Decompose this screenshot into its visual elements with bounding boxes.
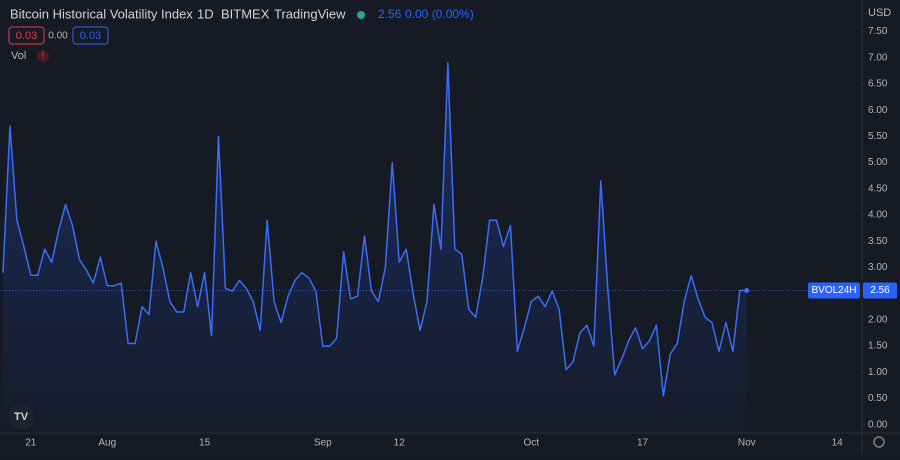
y-tick-label: 7.00 <box>868 52 888 63</box>
spread: 0.00 <box>48 31 68 42</box>
volume-label: Vol <box>11 50 26 62</box>
sell-price[interactable]: 0.03 <box>16 30 37 42</box>
symbol-tag: BVOL24H <box>811 285 856 296</box>
logo[interactable] <box>8 404 34 430</box>
y-tick-label: 7.50 <box>868 26 888 37</box>
interval: 1D <box>197 6 214 21</box>
area <box>3 62 747 431</box>
y-tick-label: 0.00 <box>868 419 888 430</box>
buy-price[interactable]: 0.03 <box>80 30 101 42</box>
x-tick-label: 17 <box>637 438 649 449</box>
last-point <box>744 288 750 294</box>
x-tick-label: Oct <box>524 438 540 449</box>
source: TradingView <box>274 6 346 21</box>
currency[interactable]: USD <box>868 7 891 19</box>
status-dot <box>357 11 365 19</box>
y-tick-label: 4.00 <box>868 210 888 221</box>
x-tick-label: 15 <box>199 438 211 449</box>
symbol-tag-box <box>808 282 860 299</box>
price-tag: 2.56 <box>870 285 890 296</box>
header-change: 0.00 (0.00%) <box>405 7 474 21</box>
y-tick-label: 6.00 <box>868 105 888 116</box>
y-tick-label: 1.00 <box>868 367 888 378</box>
y-tick-label: 3.50 <box>868 236 888 247</box>
line <box>2 62 747 397</box>
y-tick-label: 5.00 <box>868 157 888 168</box>
exchange: BITMEX <box>221 6 270 21</box>
logo-mark: TV <box>14 411 29 423</box>
y-tick-label: 6.50 <box>868 79 888 90</box>
y-tick-label: 4.50 <box>868 183 888 194</box>
x-tick-label: 14 <box>832 438 844 449</box>
warning-icon[interactable] <box>37 50 49 62</box>
y-tick-label: 3.00 <box>868 262 888 273</box>
y-tick-label: 0.50 <box>868 393 888 404</box>
y-tick-label: 2.00 <box>868 315 888 326</box>
x-tick-label: Aug <box>98 438 116 449</box>
plot-area <box>0 62 862 431</box>
settings-icon[interactable] <box>873 436 885 448</box>
chart-title: Bitcoin Historical Volatility Index <box>10 6 193 21</box>
x-tick-label: 21 <box>25 438 37 449</box>
buy-button[interactable] <box>72 26 109 45</box>
x-tick-label: 12 <box>394 438 406 449</box>
header-value: 2.56 <box>378 7 402 21</box>
y-tick-label: 5.50 <box>868 131 888 142</box>
x-tick-label: Sep <box>314 438 332 449</box>
price-tag-box <box>863 282 897 299</box>
sell-button[interactable] <box>8 26 45 45</box>
x-tick-label: Nov <box>738 438 756 449</box>
y-tick-label: 1.50 <box>868 341 888 352</box>
warning-mark: ! <box>42 50 45 60</box>
